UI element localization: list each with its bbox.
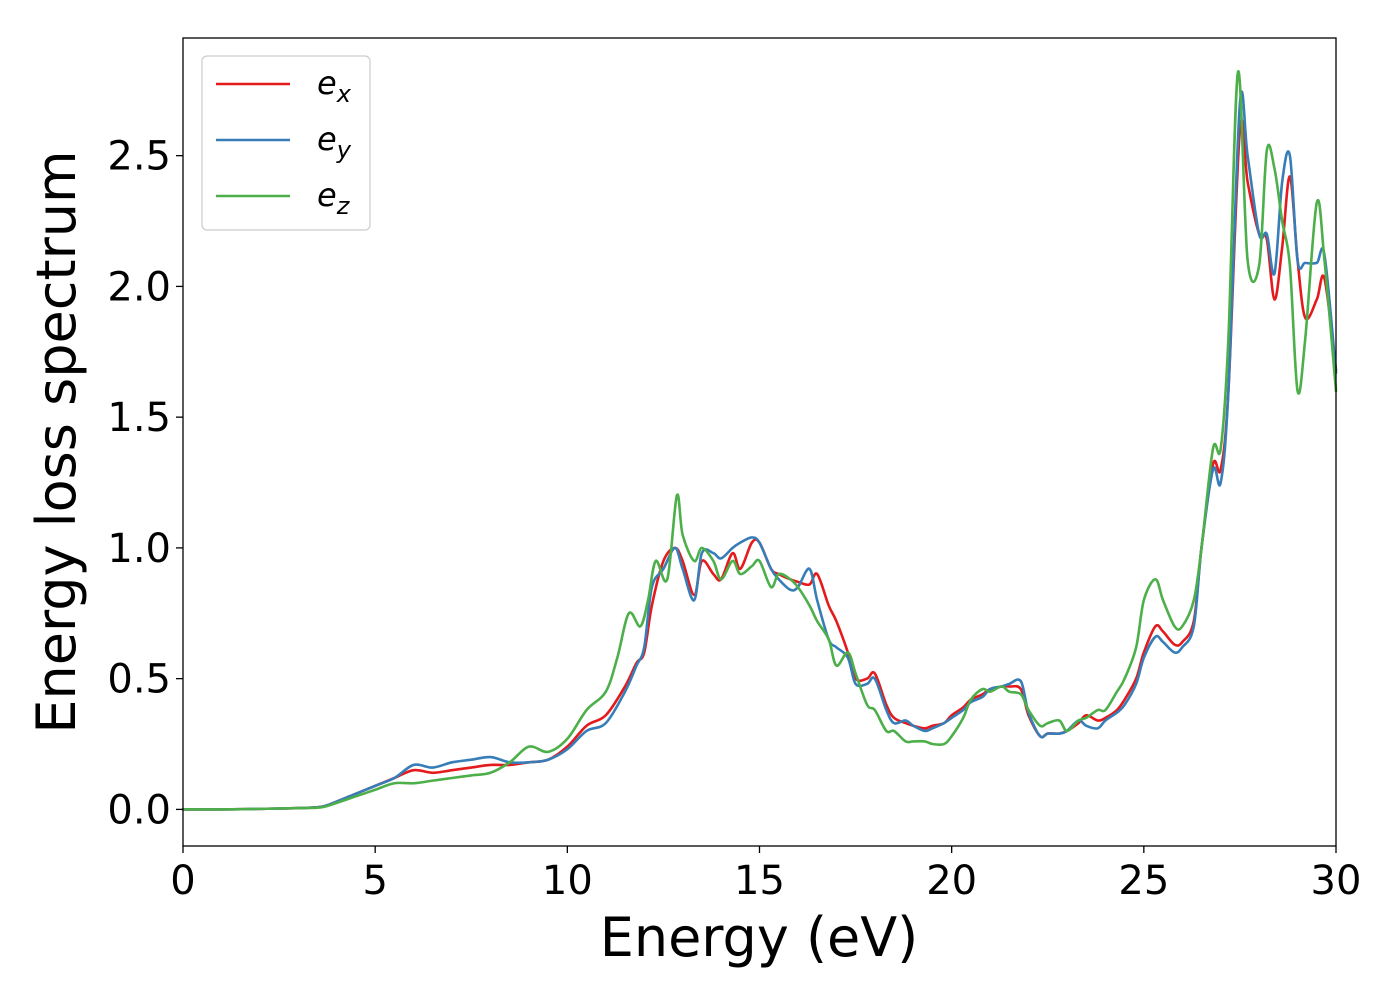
- x-tick-label: 25: [1118, 858, 1169, 904]
- y-tick-label: 0.0: [107, 787, 171, 833]
- plot-area: [183, 38, 1336, 846]
- y-tick-label: 1.0: [107, 526, 171, 572]
- y-tick-label: 0.5: [107, 657, 171, 703]
- legend-frame: [201, 55, 371, 231]
- x-tick-label: 15: [734, 858, 785, 904]
- x-tick-label: 5: [362, 858, 387, 904]
- series-line-ey: [181, 90, 1338, 811]
- y-tick-label: 2.0: [107, 264, 171, 310]
- legend-label-ey: ey: [317, 120, 352, 164]
- x-tick-label: 10: [542, 858, 593, 904]
- legend-label-ex: ex: [317, 64, 352, 108]
- y-axis-ticks: 0.0 0.5 1.0 1.5 2.0 2.5: [107, 134, 183, 833]
- x-tick-label: 20: [926, 858, 977, 904]
- series-line-ez: [181, 70, 1338, 811]
- legend: ex ey ez: [201, 55, 371, 231]
- x-tick-label: 30: [1311, 858, 1362, 904]
- series-layer: [181, 70, 1338, 811]
- y-tick-label: 1.5: [107, 395, 171, 441]
- x-axis-label: Energy (eV): [600, 906, 919, 969]
- x-axis-ticks: 0 5 10 15 20 25 30: [170, 846, 1361, 904]
- y-axis-label: Energy loss spectrum: [25, 150, 88, 733]
- legend-label-ez: ez: [317, 176, 351, 220]
- y-tick-label: 2.5: [107, 134, 171, 180]
- x-tick-label: 0: [170, 858, 195, 904]
